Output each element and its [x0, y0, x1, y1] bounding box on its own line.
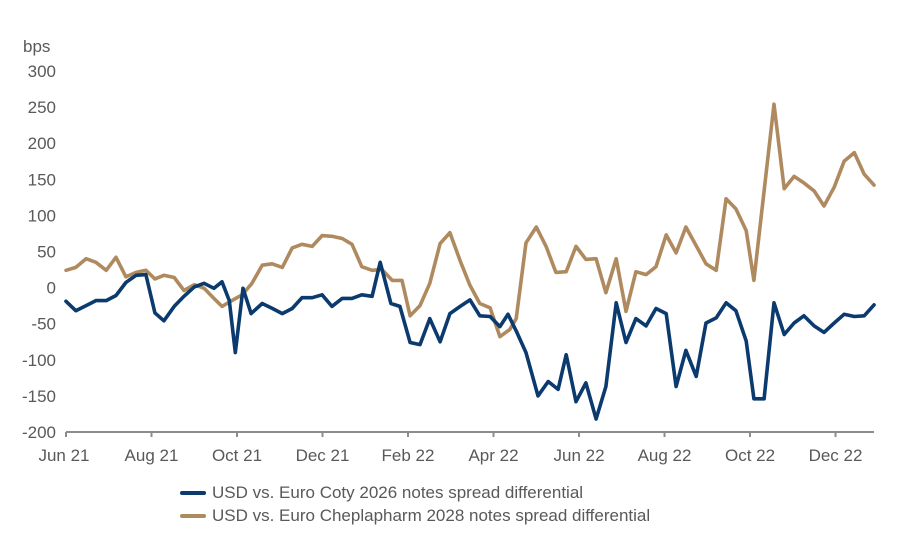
series-line-cheplapharm: [64, 102, 876, 339]
x-tick-label: Dec 21: [296, 446, 350, 465]
x-tick-label: Oct 21: [212, 446, 262, 465]
y-tick-label: -200: [22, 423, 56, 442]
x-tick-label: Dec 22: [809, 446, 863, 465]
x-tick-label: Aug 21: [125, 446, 179, 465]
series-group: [64, 102, 876, 421]
legend: USD vs. Euro Coty 2026 notes spread diff…: [180, 481, 650, 527]
legend-item-coty: USD vs. Euro Coty 2026 notes spread diff…: [180, 481, 650, 504]
y-tick-label: 300: [28, 62, 56, 81]
y-tick-label: 200: [28, 134, 56, 153]
x-tick-label: Apr 22: [468, 446, 518, 465]
x-tick-label: Jun 22: [553, 446, 604, 465]
y-tick-label: -100: [22, 351, 56, 370]
x-axis: Jun 21 Aug 21 Oct 21 Dec 21 Feb 22 Apr 22 Jun …: [38, 431, 874, 465]
series-line-coty: [64, 260, 876, 421]
y-tick-label: 150: [28, 170, 56, 189]
x-tick-label: Aug 22: [638, 446, 692, 465]
y-tick-label: 250: [28, 98, 56, 117]
y-axis-unit-label: bps: [23, 37, 50, 56]
x-tick-label: Feb 22: [382, 446, 435, 465]
legend-swatch-coty: [180, 490, 206, 495]
y-tick-label: 50: [37, 243, 56, 262]
y-tick-label: 0: [47, 279, 56, 298]
y-tick-label: 100: [28, 206, 56, 225]
y-axis-ticks: 300 250 200 150 100 50 0 -50 -100 -150 -200: [22, 62, 56, 442]
legend-label-cheplapharm: USD vs. Euro Cheplapharm 2028 notes spre…: [212, 506, 651, 525]
x-tick-label: Oct 22: [725, 446, 775, 465]
y-tick-label: -150: [22, 387, 56, 406]
legend-item-cheplapharm: USD vs. Euro Cheplapharm 2028 notes spre…: [180, 504, 650, 527]
legend-label-coty: USD vs. Euro Coty 2026 notes spread diff…: [212, 483, 584, 502]
legend-swatch-cheplapharm: [180, 513, 206, 518]
y-tick-label: -50: [31, 315, 56, 334]
x-tick-label: Jun 21: [38, 446, 89, 465]
line-chart: bps 300 250 200 150 100 50 0 -50 -100 -150 -200 Ju…: [22, 37, 876, 465]
